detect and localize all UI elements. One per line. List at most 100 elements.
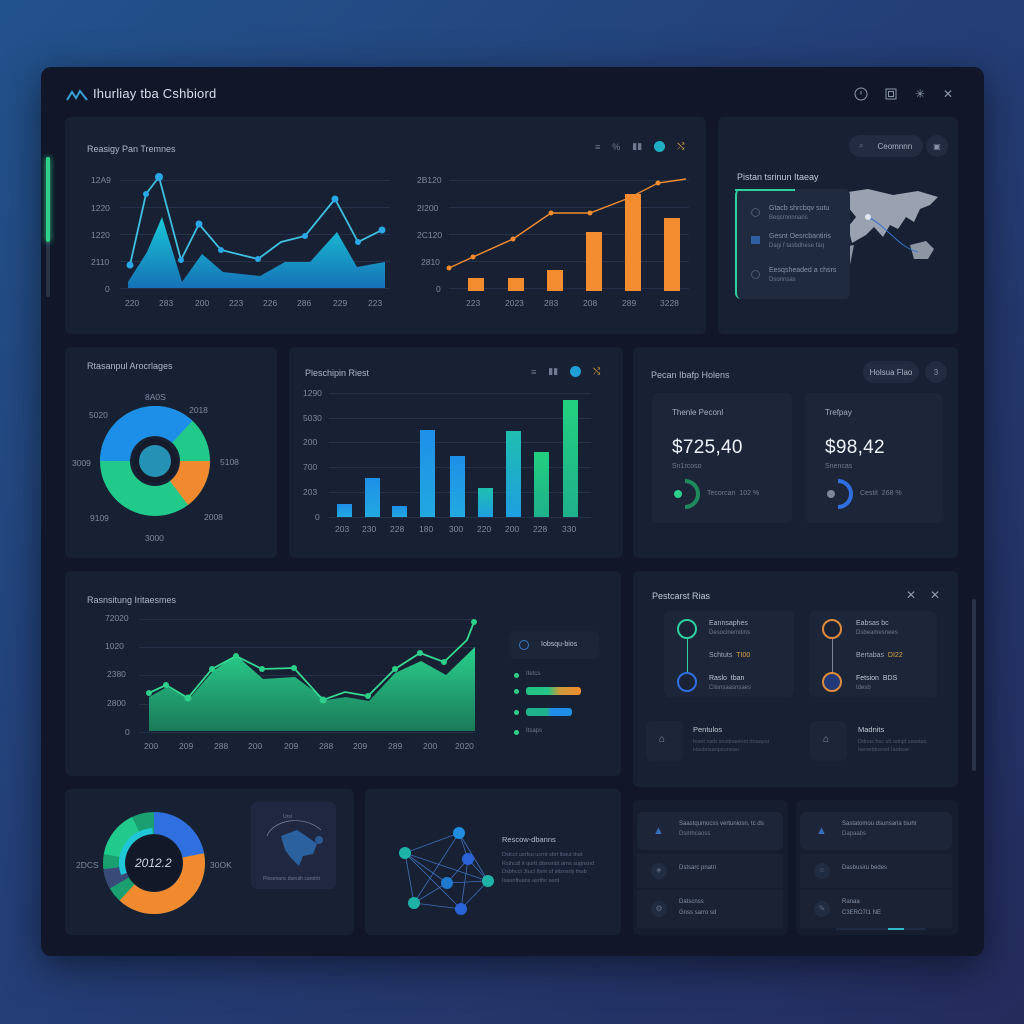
- bank-icon[interactable]: ⌂: [810, 721, 847, 761]
- x-tick: 200: [505, 524, 520, 534]
- node-icon: [822, 619, 842, 639]
- stat-card[interactable]: Trefpay $98,42 Snencas Cestit 268 %: [805, 393, 943, 523]
- x-tick: 200: [195, 298, 210, 308]
- maximize-icon[interactable]: [883, 86, 899, 102]
- active-dot-icon[interactable]: [570, 366, 582, 377]
- filter-icon[interactable]: ≡: [531, 366, 537, 377]
- list-item[interactable]: ☺ Dasbusiru bedes: [800, 854, 952, 888]
- panel-title: Rasnsitung Iritaesmes: [87, 595, 177, 605]
- flow-metric: Schtuts TI00: [709, 652, 751, 659]
- percent-icon[interactable]: %: [612, 141, 621, 152]
- list-item-sub: C3ERO7I1 NE: [842, 910, 882, 916]
- flow-card[interactable]: Eabsas bc Dsbeamesnees Bertabas DI22 Fet…: [809, 611, 937, 697]
- power-icon[interactable]: [853, 86, 869, 102]
- list-item-sub: Dsmhcaoss: [679, 831, 711, 837]
- lock-button[interactable]: ▣: [926, 135, 948, 157]
- x-tick: 223: [229, 298, 244, 308]
- gear-icon: ⚙: [651, 901, 667, 917]
- slice-label: 8A0S: [145, 392, 166, 402]
- list-item[interactable]: ▲ Sastatomou dsunsaria tsuhr Dapaabs: [800, 812, 952, 850]
- donut-chart: [100, 406, 210, 516]
- filter-icon[interactable]: ≡: [595, 141, 601, 152]
- y-tick: 2110: [91, 257, 110, 267]
- list-item[interactable]: ▲ Saastqumucss vertuniosn, tc ds Dsmhcao…: [637, 812, 783, 850]
- y-tick: 72020: [105, 613, 129, 623]
- map-panel: ⌕ Ceomnnn ▣ Pistan tsrinun Itaeay Gtacb …: [718, 117, 958, 334]
- shuffle-icon[interactable]: ⤭: [677, 141, 685, 151]
- x-tick: 180: [419, 524, 434, 534]
- play-icon: [519, 640, 529, 650]
- count-button[interactable]: 3: [925, 361, 947, 383]
- x-tick: 220: [125, 298, 140, 308]
- node-icon: [677, 672, 697, 692]
- flow-bottom-title: Fetsion BDS: [856, 675, 898, 682]
- shuffle-icon[interactable]: ⤭: [593, 366, 601, 376]
- region-map-icon: [266, 820, 323, 866]
- x-tick: 226: [263, 298, 278, 308]
- x-tick: 203: [335, 524, 350, 534]
- collapse-icon[interactable]: ✕: [905, 588, 917, 602]
- side-scroll-indicator[interactable]: [46, 157, 50, 297]
- search-input[interactable]: ⌕ Ceomnnn: [849, 135, 923, 157]
- slice-label: 3000: [145, 533, 164, 543]
- x-tick: 200: [144, 741, 159, 751]
- panel-title: Pistan tsrinun Itaeay: [737, 172, 819, 182]
- item-title: Pentulos: [693, 725, 723, 734]
- x-tick: 289: [622, 298, 637, 308]
- x-tick: 3228: [660, 298, 679, 308]
- sparkle-icon[interactable]: ✳: [914, 87, 926, 101]
- ring-panel: 2012.2 2DCS 30OK Ursl Plnsenanc dueuth c…: [65, 789, 354, 935]
- donut-panel: Rtasanpul Arocrlages 8A0S 2018 5108 2008…: [65, 347, 277, 558]
- flow-card[interactable]: Eannsaphes Desocinemdins Schtuts TI00 Ra…: [664, 611, 794, 697]
- y-tick: 0: [315, 512, 320, 522]
- legend-label: Itetcs: [526, 671, 541, 677]
- x-tick: 230: [362, 524, 377, 534]
- bar-icon[interactable]: ▮▮: [548, 366, 559, 376]
- right-scrollbar[interactable]: [972, 599, 976, 771]
- y-tick: 1220: [91, 230, 110, 240]
- stat-card[interactable]: Thenle Peconl $725,40 Sn1rcoso Tecorcan …: [652, 393, 792, 523]
- slice-label: 3009: [72, 458, 91, 468]
- filter-pill-button[interactable]: Holsua Flao: [863, 361, 919, 383]
- close-icon[interactable]: ✕: [929, 588, 941, 602]
- bar-icon[interactable]: ▮▮: [632, 141, 643, 151]
- wand-icon: ✎: [814, 901, 830, 917]
- y-tick: 203: [303, 487, 318, 497]
- list-item[interactable]: ✎ Ranaa C3ERO7I1 NE: [800, 890, 952, 928]
- list-item[interactable]: ⚙ Datscnss Gnss sarro sd: [637, 890, 783, 928]
- area-chart-teal: [126, 173, 386, 288]
- bank-icon[interactable]: ⌂: [646, 721, 683, 761]
- person-icon: ☺: [814, 863, 830, 879]
- stat-value: $725,40: [672, 437, 743, 458]
- list-item-sub: Gnss sarro sd: [679, 910, 717, 916]
- flow-title: Eannsaphes: [709, 620, 748, 627]
- close-icon[interactable]: ✕: [942, 87, 954, 101]
- list-item-text: Dstsarc pnatri: [679, 865, 717, 871]
- slice-label: 5020: [89, 410, 108, 420]
- panel-title: Rescow-dbanns: [502, 835, 556, 844]
- network-graph: [399, 827, 494, 915]
- x-tick: 220: [477, 524, 492, 534]
- y-tick: 2I200: [417, 203, 439, 213]
- panel-title: Pleschipin Riest: [305, 368, 370, 378]
- list-item[interactable]: ◈ Dstsarc pnatri: [637, 854, 783, 888]
- x-tick: 209: [284, 741, 299, 751]
- dashboard-window: Ihurliay tba Cshbiord ✳ ✕ Reasigy Pan Tr…: [41, 67, 984, 956]
- slice-label: 5108: [220, 457, 239, 467]
- active-dot-icon[interactable]: [654, 141, 666, 152]
- map-thumbnail[interactable]: Ursl Plnsenanc dueuth carotrtr: [251, 802, 336, 889]
- list-item-text: Sastatomou dsunsaria tsuhr: [842, 821, 917, 827]
- x-tick: 229: [333, 298, 348, 308]
- x-tick: 209: [353, 741, 368, 751]
- flow-title: Eabsas bc: [856, 620, 889, 627]
- flow-sub: Idesb: [856, 685, 871, 691]
- flow-sub: Dsbeamesnees: [856, 630, 898, 636]
- panel-title: Pecan Ibafp Holens: [651, 370, 730, 380]
- title-bar: Ihurliay tba Cshbiord ✳ ✕: [41, 67, 984, 117]
- stats-panel: Pecan Ibafp Holens Holsua Flao 3 Thenle …: [633, 347, 958, 558]
- flow-sub: Clisnsaasnsaes: [709, 685, 752, 691]
- ring-chart: [103, 812, 205, 914]
- y-tick: 2800: [107, 698, 126, 708]
- legend-header[interactable]: Iobsqu-bios: [509, 631, 599, 659]
- legend-title: Iobsqu-bios: [541, 641, 578, 648]
